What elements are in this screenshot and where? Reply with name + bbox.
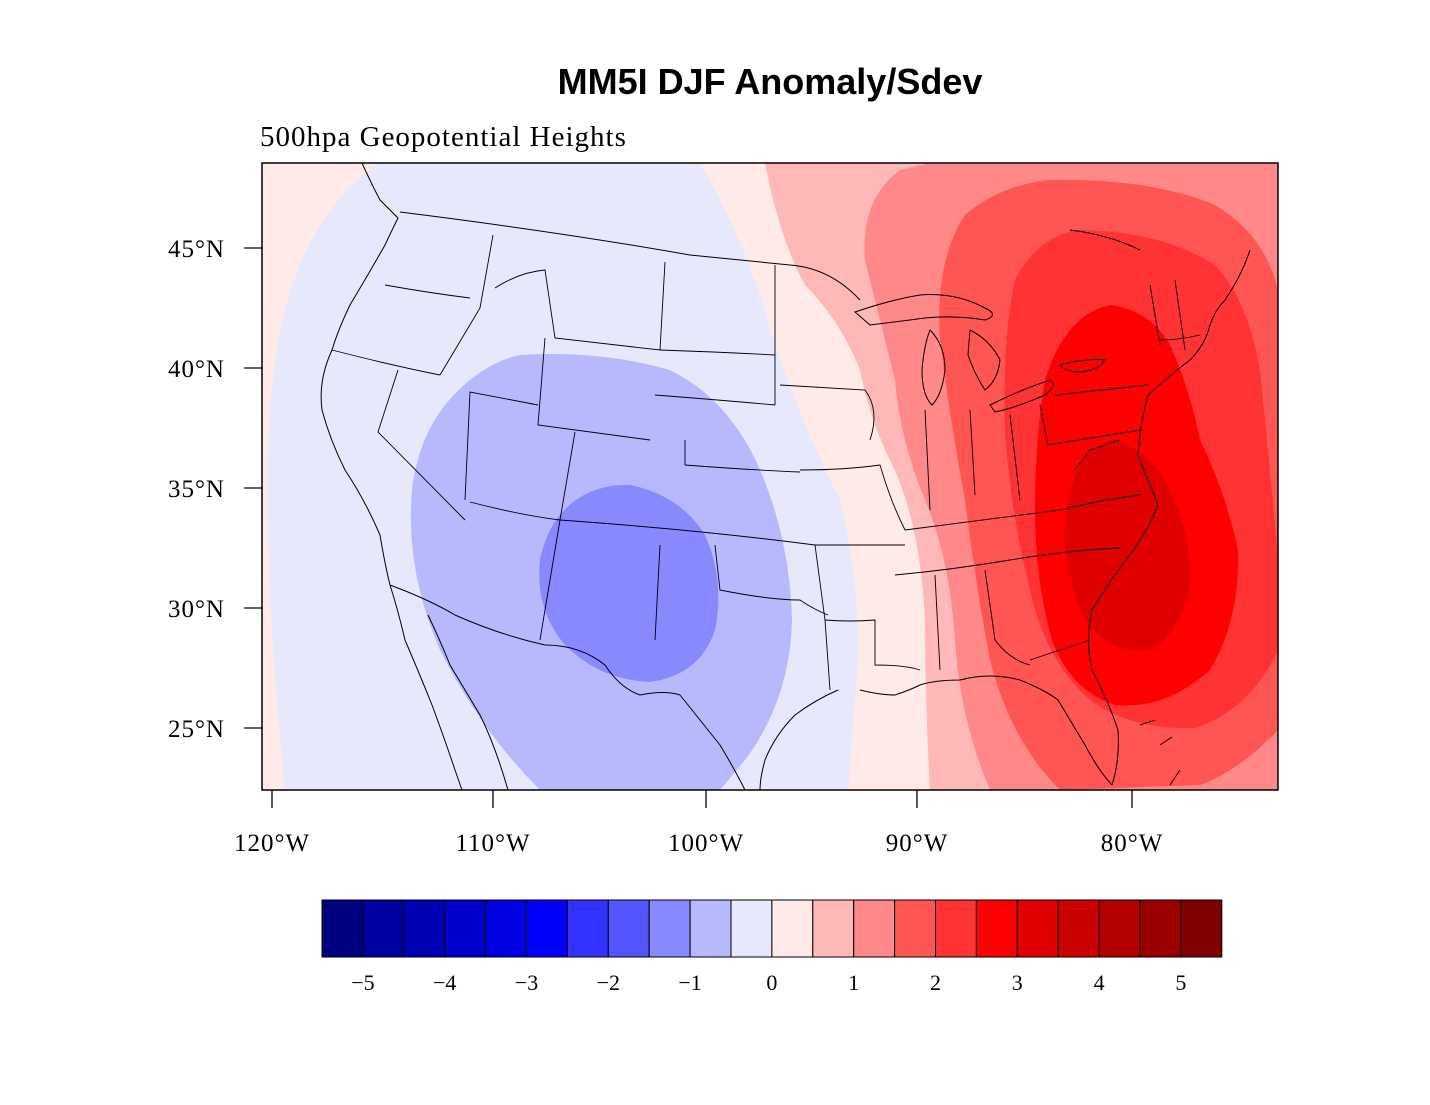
lon-label-110w: 110°W xyxy=(455,830,530,857)
colorbar-label: 1 xyxy=(848,970,859,995)
lat-label-35: 35°N xyxy=(168,476,225,503)
colorbar-label: 5 xyxy=(1175,970,1186,995)
lon-axis: 120°W 110°W 100°W 90°W 80°W xyxy=(234,790,1164,857)
coast-atlantic xyxy=(1088,249,1251,786)
colorbar-box xyxy=(321,899,364,958)
lon-label-120w: 120°W xyxy=(234,830,310,857)
colorbar-box xyxy=(1098,899,1141,958)
coast-gulf xyxy=(859,675,1113,786)
coast-pacific xyxy=(320,163,406,641)
lat-label-30: 30°N xyxy=(168,596,225,623)
colorbar-box xyxy=(444,899,487,958)
colorbar-box xyxy=(1180,899,1223,958)
lon-label-90w: 90°W xyxy=(886,830,949,857)
lon-label-100w: 100°W xyxy=(668,830,744,857)
colorbar-label: 3 xyxy=(1012,970,1023,995)
lat-label-25: 25°N xyxy=(168,716,225,743)
lake-michigan xyxy=(921,329,946,406)
colorbar-box xyxy=(730,899,773,958)
bahamas xyxy=(1139,719,1181,786)
coast-texas xyxy=(759,689,839,790)
colorbar-label: −1 xyxy=(678,970,701,995)
colorbar-label: 0 xyxy=(766,970,777,995)
plot-frame xyxy=(261,162,1279,791)
colorbar-box xyxy=(362,899,405,958)
colorbar-box xyxy=(812,899,855,958)
colorbar-box xyxy=(689,899,732,958)
colorbar-box xyxy=(526,899,568,958)
colorbar-label: −5 xyxy=(351,970,374,995)
field-subtitle: 500hpa Geopotential Heights xyxy=(260,121,627,153)
colorbar-box xyxy=(566,899,609,958)
canada-border xyxy=(399,211,861,301)
colorbar-box xyxy=(1016,899,1059,958)
lake-superior xyxy=(854,294,993,326)
colorbar-label: 2 xyxy=(930,970,941,995)
colorbar-box xyxy=(853,899,896,958)
colorbar-label: −3 xyxy=(515,970,538,995)
colorbar-box xyxy=(607,899,650,958)
lake-ontario xyxy=(1059,359,1106,373)
lat-label-45: 45°N xyxy=(168,236,225,263)
colorbar-box xyxy=(975,899,1018,958)
colorbar-labels: −5 −4 −3 −2 −1 0 1 2 3 4 5 xyxy=(351,970,1186,995)
mexico-border xyxy=(389,584,746,790)
anomaly-field xyxy=(262,163,1278,790)
colorbar-label: −2 xyxy=(597,970,620,995)
colorbar-box xyxy=(1139,899,1182,958)
lat-axis: 45°N 40°N 35°N 30°N 25°N xyxy=(168,236,262,743)
mexico-west-coast xyxy=(404,639,463,790)
colorbar xyxy=(321,899,1223,958)
lake-erie xyxy=(989,379,1054,413)
colorbar-label: 4 xyxy=(1094,970,1105,995)
colorbar-box xyxy=(935,899,977,958)
lat-label-40: 40°N xyxy=(168,356,225,383)
colorbar-box xyxy=(1057,899,1100,958)
lon-label-80w: 80°W xyxy=(1101,830,1164,857)
lake-huron xyxy=(967,329,1001,391)
colorbar-box xyxy=(894,899,936,958)
colorbar-box xyxy=(485,899,528,958)
colorbar-label: −4 xyxy=(433,970,456,995)
state-lines xyxy=(331,229,1201,691)
level-3-to-3.5 xyxy=(1065,440,1190,651)
figure-title: MM5I DJF Anomaly/Sdev xyxy=(558,61,983,102)
colorbar-box xyxy=(403,899,446,958)
baja xyxy=(427,614,509,790)
colorbar-box xyxy=(771,899,814,958)
map-geography xyxy=(320,163,1251,790)
level-neg1.5-to-neg1 xyxy=(539,484,719,682)
colorbar-box xyxy=(648,899,691,958)
